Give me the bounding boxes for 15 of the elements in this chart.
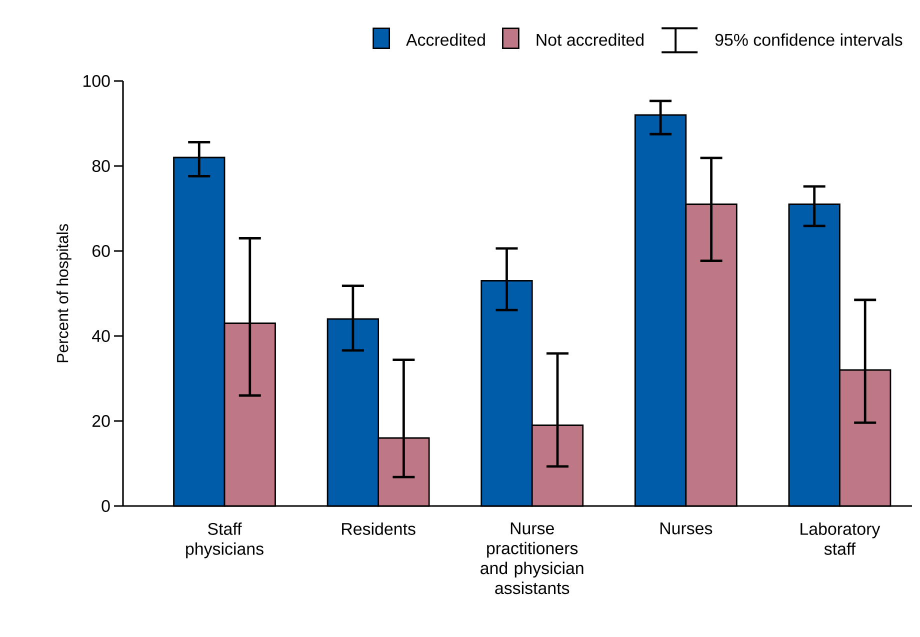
y-tick-label: 0 <box>102 500 110 512</box>
x-tick-label: Staff physicians <box>186 522 264 558</box>
y-tick-label: 60 <box>92 245 110 257</box>
y-tick-label: 80 <box>92 160 110 172</box>
x-tick-label: Nurses <box>660 522 712 534</box>
x-tick-label: Residents <box>342 522 416 535</box>
y-tick-label: 40 <box>92 330 110 342</box>
y-tick-label: 20 <box>92 415 110 427</box>
legend-label: Accredited <box>406 33 485 46</box>
x-tick-label: Nurse practitioners and physician assistants <box>480 522 584 594</box>
y-tick-label: 100 <box>84 74 110 87</box>
legend-label: Not accredited <box>536 33 644 46</box>
x-tick-label: Laboratory staff <box>800 522 880 555</box>
text: 95% confidence intervals <box>715 33 902 46</box>
y-axis-title: Percent of hospitals <box>56 224 72 362</box>
